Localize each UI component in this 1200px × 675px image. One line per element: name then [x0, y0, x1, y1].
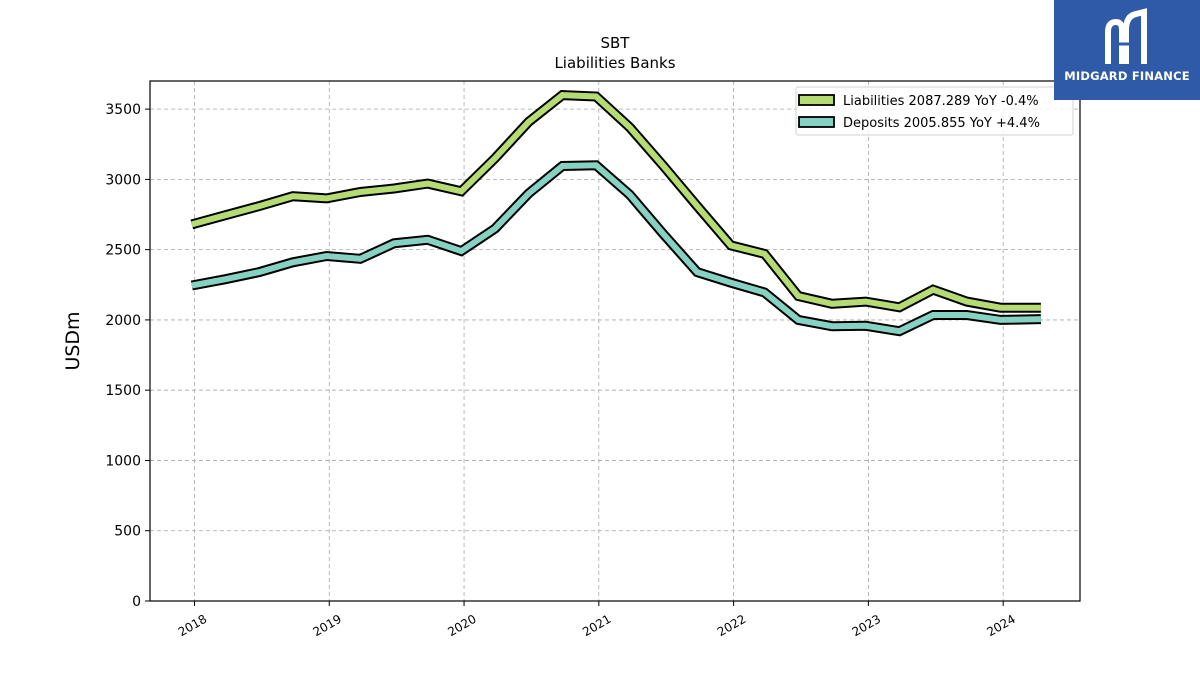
y-tick-label: 3500: [105, 102, 141, 118]
chart-subtitle: Liabilities Banks: [554, 54, 675, 72]
deposits-legend-label: Deposits 2005.855 YoY +4.4%: [843, 116, 1040, 131]
midgard-finance-logo: MIDGARD FINANCE: [1054, 0, 1200, 100]
x-tick-label: 2024: [984, 612, 1017, 639]
y-axis-label: USDm: [62, 311, 84, 370]
logo-text: MIDGARD FINANCE: [1064, 69, 1190, 83]
x-tick-label: 2022: [715, 612, 748, 639]
y-tick-label: 0: [132, 594, 141, 610]
liabilities-line: [191, 92, 1041, 311]
x-tick-label: 2023: [850, 612, 883, 639]
y-tick-label: 500: [114, 524, 141, 540]
y-tick-label: 1500: [105, 383, 141, 399]
x-axis-ticks: 2018 2019 2020 2021 2022 2023 2024: [176, 601, 1018, 639]
grid: [150, 81, 1080, 602]
liabilities-legend-swatch: [798, 94, 835, 106]
y-tick-label: 3000: [105, 172, 141, 188]
x-tick-label: 2019: [311, 612, 344, 639]
liabilities-legend-label: Liabilities 2087.289 YoY -0.4%: [843, 94, 1039, 109]
x-tick-label: 2018: [176, 612, 209, 639]
deposits-legend-swatch: [798, 116, 835, 128]
deposits-line-outline: [190, 160, 1041, 337]
legend-box: [795, 86, 1074, 136]
y-tick-label: 2000: [105, 313, 141, 329]
y-tick-label: 2500: [105, 243, 141, 259]
deposits-line: [191, 162, 1041, 335]
plot-frame: [149, 80, 1081, 602]
legend: Liabilities 2087.289 YoY -0.4% Deposits 2…: [795, 86, 1074, 136]
midgard-logo-icon: [1105, 8, 1147, 64]
chart-title: SBT: [601, 34, 631, 52]
x-tick-label: 2020: [445, 612, 478, 639]
x-tick-label: 2021: [580, 612, 613, 639]
series-lines: [190, 90, 1041, 337]
y-axis-ticks: 0 500 1000 1500 2000 2500 3000 3500: [105, 102, 150, 610]
y-tick-label: 1000: [105, 453, 141, 469]
